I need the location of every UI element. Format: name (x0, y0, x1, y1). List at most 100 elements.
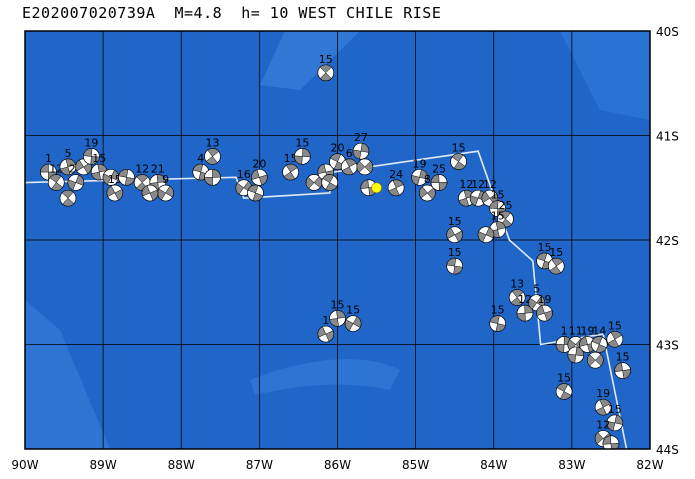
lon-tick-label: 86W (324, 458, 351, 472)
lat-tick-label: 41S (656, 130, 679, 144)
mechanism-depth-label: 13 (510, 277, 524, 290)
focal-mechanism-beachball (489, 315, 507, 332)
focal-mechanism-beachball (204, 148, 221, 165)
mechanism-depth-label: 11 (569, 325, 583, 338)
mechanism-depth-label: 15 (608, 403, 622, 416)
mechanism-depth-label: 15 (331, 298, 345, 311)
focal-mechanism-beachball (247, 184, 264, 202)
focal-mechanism-beachball (555, 383, 573, 400)
event-epicenter-marker (371, 182, 382, 194)
mechanism-depth-label: 12 (483, 178, 497, 191)
focal-mechanism-beachball (536, 304, 553, 322)
focal-mechanism-beachball (47, 174, 65, 191)
focal-mechanism-beachball (344, 315, 362, 332)
mechanism-depth-label: 19 (596, 387, 610, 400)
focal-mechanism-beachball (59, 189, 77, 207)
focal-mechanism-beachball (508, 289, 526, 306)
lat-tick-label: 44S (656, 443, 679, 457)
focal-mechanism-beachball (317, 64, 335, 82)
focal-mechanism-beachball (282, 163, 299, 181)
mechanism-depth-label: 9 (162, 173, 169, 186)
mechanism-depth-label: 15 (608, 319, 622, 332)
mechanism-depth-label: 1 (322, 314, 329, 327)
focal-mechanism-beachball (305, 174, 323, 191)
focal-mechanism-beachball (516, 304, 534, 322)
mechanism-depth-label: 21 (151, 163, 165, 176)
mechanism-depth-label: 19 (413, 157, 427, 170)
mechanism-depth-label: 15 (452, 142, 466, 155)
lon-tick-label: 84W (480, 458, 507, 472)
lat-lon-grid (25, 31, 650, 449)
focal-mechanism-beachball (329, 310, 346, 327)
mechanism-depth-label: 19 (538, 293, 552, 306)
mechanism-depth-label: 12 (459, 178, 473, 191)
focal-mechanism-beachball (118, 168, 135, 186)
mechanism-depth-label: 15 (491, 189, 505, 202)
mechanism-depth-label: 12 (471, 178, 485, 191)
bathymetry-ridge (260, 31, 360, 90)
map-frame (24, 30, 651, 450)
focal-mechanism-beachball (590, 336, 608, 353)
lon-tick-label: 90W (11, 458, 38, 472)
focal-mechanism-beachball (477, 226, 495, 244)
mechanism-depth-label: 15 (538, 241, 552, 254)
mechanism-depth-label: 19 (84, 136, 98, 149)
mechanism-depth-label: 15 (448, 246, 462, 259)
focal-mechanism-beachball (446, 257, 464, 275)
lon-tick-label: 87W (246, 458, 273, 472)
focal-mechanism-beachball (606, 330, 624, 348)
mechanism-depth-label: 1 (45, 152, 52, 165)
focal-mechanism-beachball (251, 168, 268, 186)
focal-mechanism-beachball (356, 158, 374, 176)
mechanism-depth-label: 15 (491, 210, 505, 223)
lon-tick-label: 88W (168, 458, 195, 472)
mechanism-depth-label: 15 (319, 53, 333, 66)
focal-mechanism-beachball (387, 179, 405, 197)
mechanism-depth-label: 15 (346, 304, 360, 317)
mechanism-depth-label: 24 (389, 168, 403, 181)
focal-mechanisms: 1125221915151221941316201515206272419825… (40, 53, 632, 449)
focal-mechanism-beachball (106, 184, 124, 202)
mechanism-depth-label: 4 (197, 152, 204, 165)
lat-tick-label: 43S (656, 339, 679, 353)
bathymetry-east (560, 31, 650, 120)
focal-mechanism-beachball (602, 435, 620, 449)
focal-mechanism-beachball (594, 398, 612, 416)
focal-mechanism-beachball (446, 226, 464, 244)
focal-mechanism-beachball (360, 179, 378, 197)
focal-mechanism-beachball (157, 184, 174, 202)
focal-mechanism-beachball (340, 158, 358, 176)
focal-mechanism-beachball (579, 336, 596, 353)
mechanism-depth-label: 16 (237, 168, 251, 181)
focal-mechanism-beachball (141, 184, 159, 202)
focal-mechanism-beachball (293, 148, 311, 165)
mechanism-depth-label: 14 (592, 325, 606, 338)
focal-mechanism-beachball (411, 168, 428, 186)
mechanism-depth-label: 27 (354, 131, 368, 144)
mechanism-depth-label: 5 (64, 147, 71, 160)
mechanism-depth-label: 19 (581, 325, 595, 338)
focal-mechanism-beachball (352, 142, 370, 160)
longitude-labels: 90W 89W 88W 87W 86W 85W 84W 83W 82W (11, 458, 663, 472)
mechanism-depth-label: 15 (491, 304, 505, 317)
latitude-labels: 40S 41S 42S 43S 44S (656, 25, 679, 457)
mechanism-depth-label: 25 (432, 163, 446, 176)
focal-mechanism-beachball (430, 174, 448, 191)
focal-mechanism-beachball (317, 325, 335, 343)
focal-mechanism-beachball (547, 257, 565, 275)
focal-mechanism-beachball (321, 174, 339, 191)
focal-mechanism-beachball (102, 168, 120, 186)
bathymetry-swell (250, 359, 400, 395)
focal-mechanism-beachball (204, 168, 221, 186)
lat-tick-label: 42S (656, 234, 679, 248)
lon-tick-label: 85W (402, 458, 429, 472)
mechanism-depth-label: 5 (533, 283, 540, 296)
focal-mechanism-beachball (606, 414, 624, 432)
bathymetry-slope (25, 300, 110, 449)
mechanism-depth-label: 6 (346, 147, 353, 160)
focal-mechanism-beachball (614, 362, 632, 379)
lon-tick-label: 82W (636, 458, 663, 472)
lon-tick-label: 83W (558, 458, 585, 472)
event-title: E202007020739A M=4.8 h= 10 WEST CHILE RI… (22, 4, 442, 22)
